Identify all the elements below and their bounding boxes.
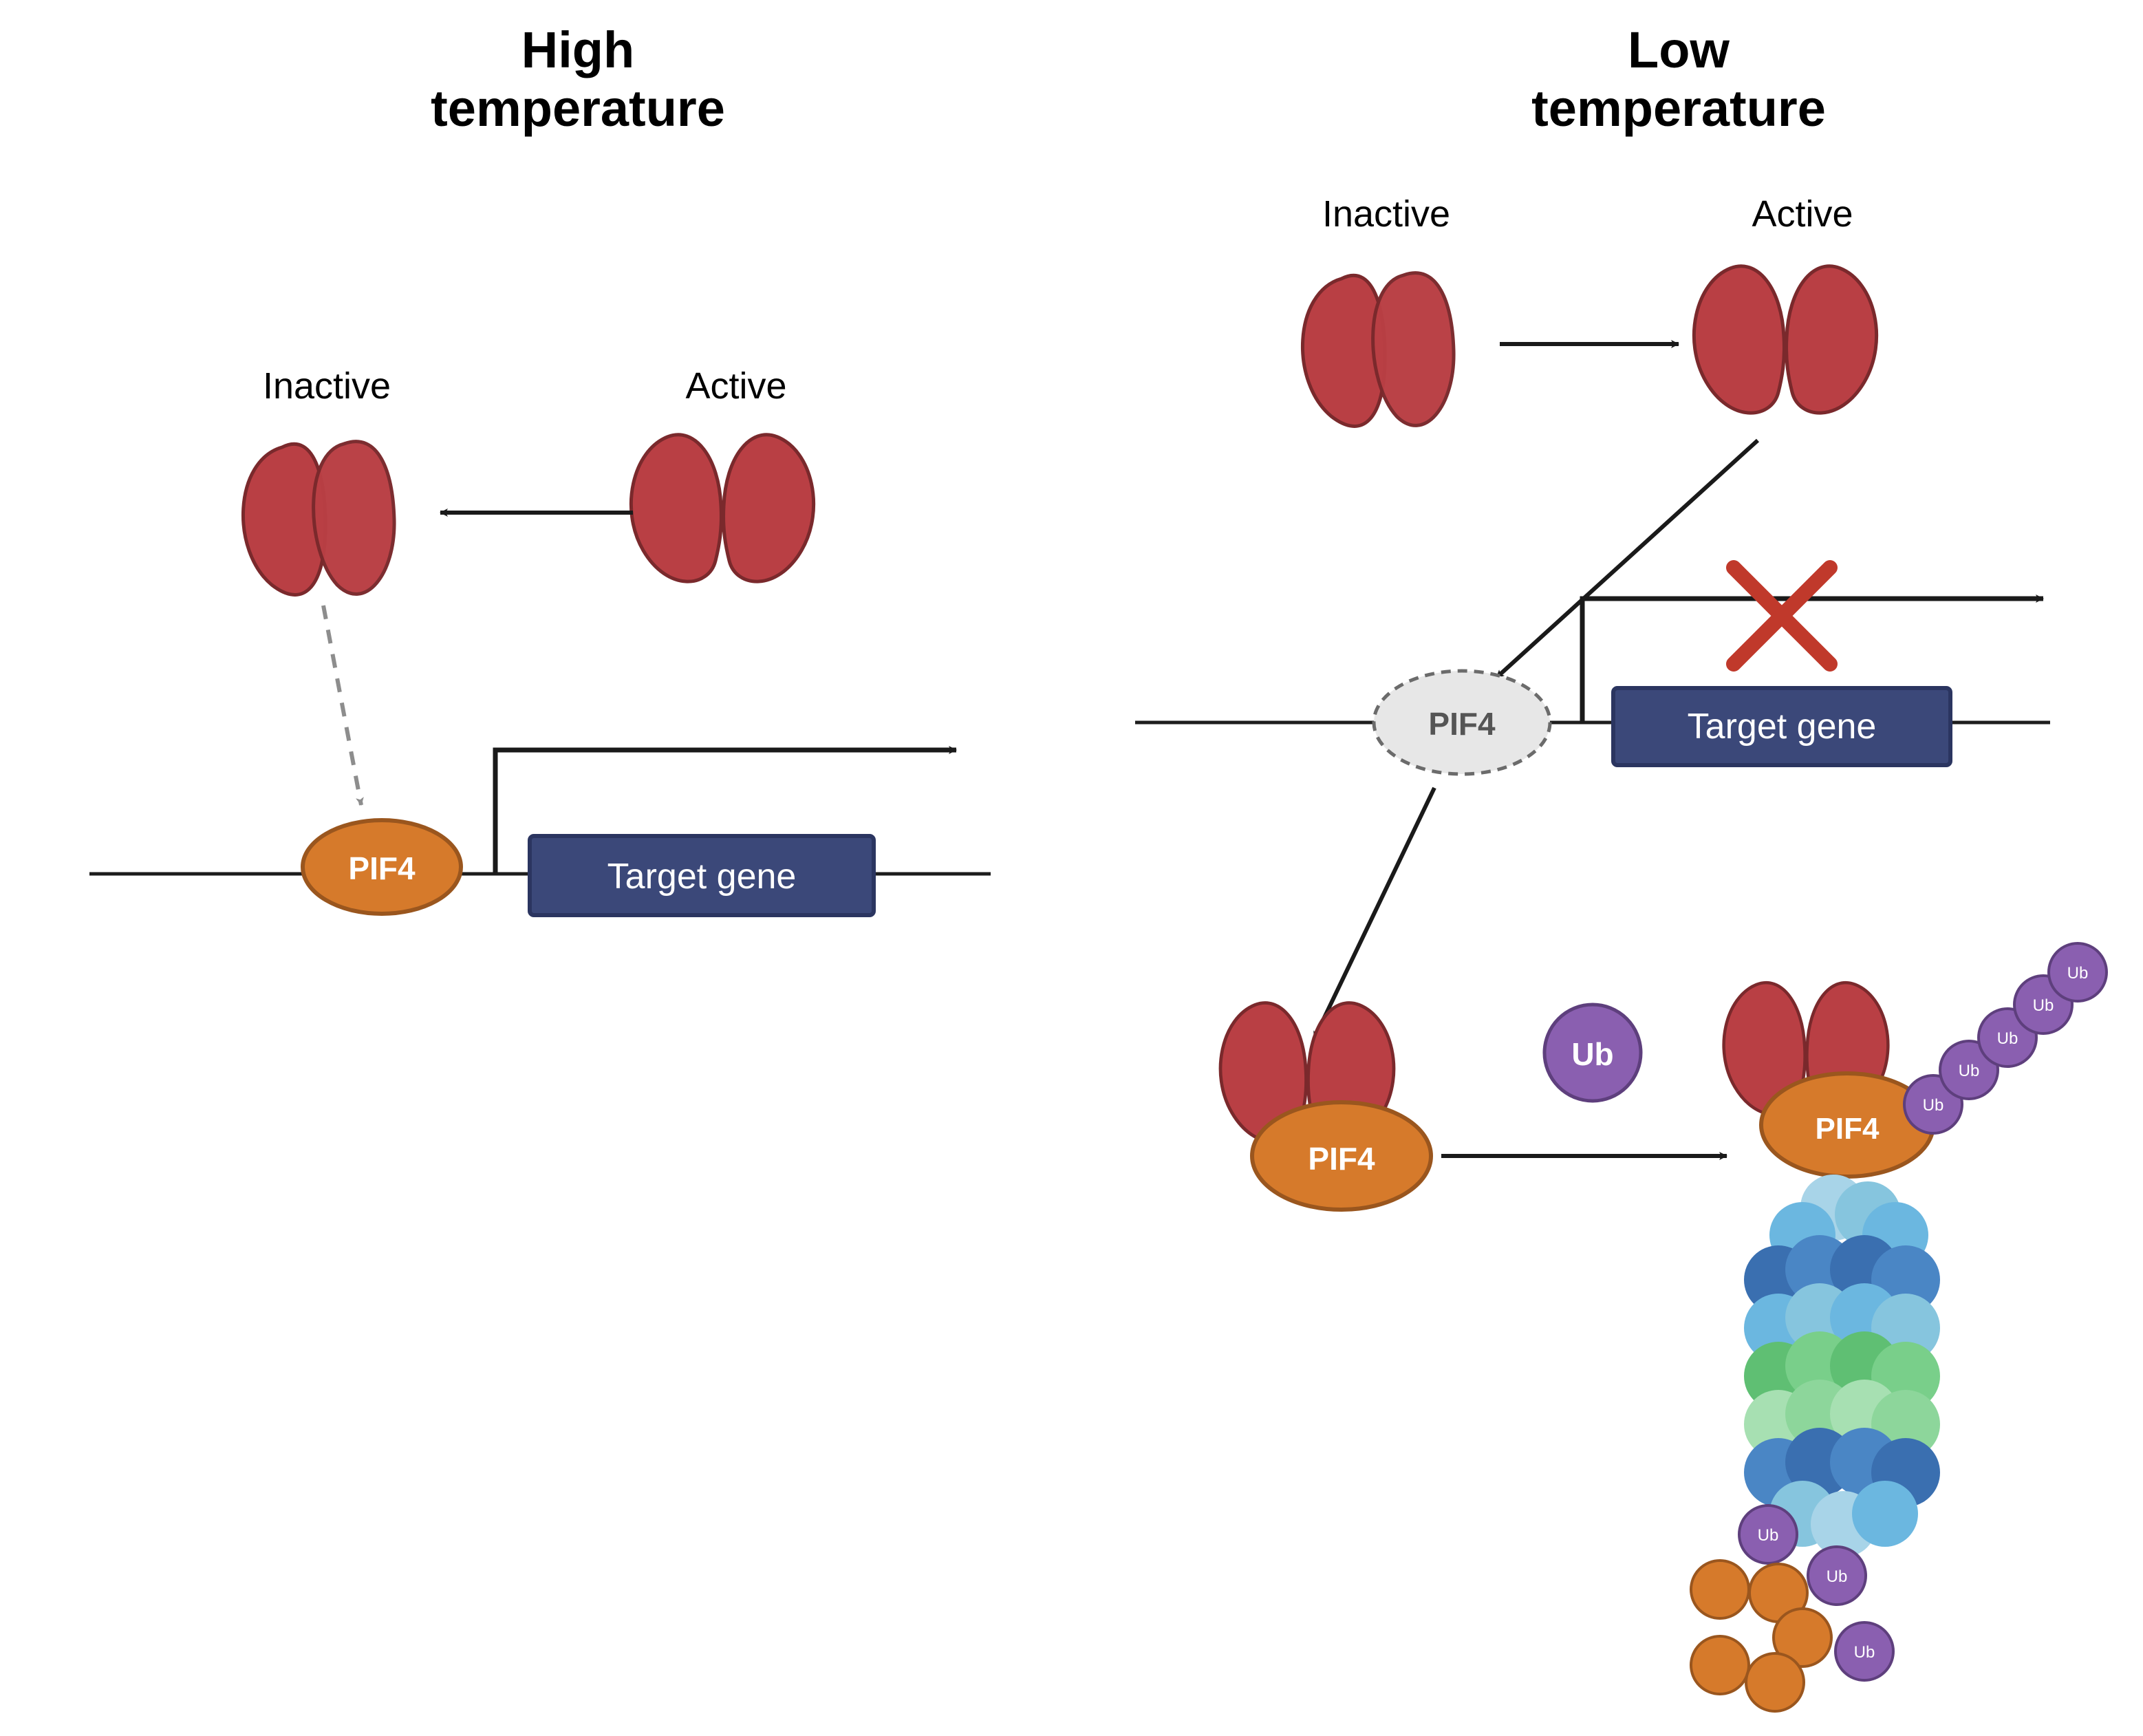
ubiq-pif4-label: PIF4	[1816, 1112, 1880, 1146]
diagram-canvas: High temperature Low temperature Inactiv…	[0, 0, 2143, 1736]
ub-chain: Ub Ub Ub Ub Ub	[1904, 943, 2107, 1133]
right-down-arrow-2	[1314, 788, 1434, 1039]
ub-free-label: Ub	[1571, 1036, 1613, 1072]
right-phy-inactive-icon	[1302, 273, 1454, 427]
svg-layer: PIF4 Target gene PIF4 Target gene	[0, 0, 2143, 1736]
right-pif4-ghost-label: PIF4	[1428, 706, 1496, 742]
right-down-arrow-1	[1496, 440, 1758, 678]
left-phy-active-icon	[631, 435, 813, 581]
proteasome-icon	[1744, 1175, 1940, 1557]
svg-text:Ub: Ub	[1959, 1062, 1980, 1080]
svg-text:Ub: Ub	[2033, 996, 2054, 1015]
svg-text:Ub: Ub	[1923, 1096, 1944, 1115]
svg-text:Ub: Ub	[1758, 1526, 1779, 1545]
left-pif4-label: PIF4	[348, 850, 416, 886]
left-phy-inactive-icon	[243, 442, 394, 595]
right-target-gene-label: Target gene	[1688, 707, 1877, 747]
right-phy-active-icon	[1694, 266, 1876, 413]
svg-text:Ub: Ub	[1854, 1643, 1875, 1662]
left-target-gene-label: Target gene	[607, 857, 797, 897]
red-cross-icon	[1734, 568, 1830, 664]
left-dashed-arrow	[323, 606, 361, 805]
svg-text:Ub: Ub	[1997, 1029, 2018, 1048]
complex-pif4-label: PIF4	[1308, 1141, 1375, 1177]
svg-text:Ub: Ub	[1827, 1567, 1848, 1586]
svg-text:Ub: Ub	[2067, 964, 2089, 983]
